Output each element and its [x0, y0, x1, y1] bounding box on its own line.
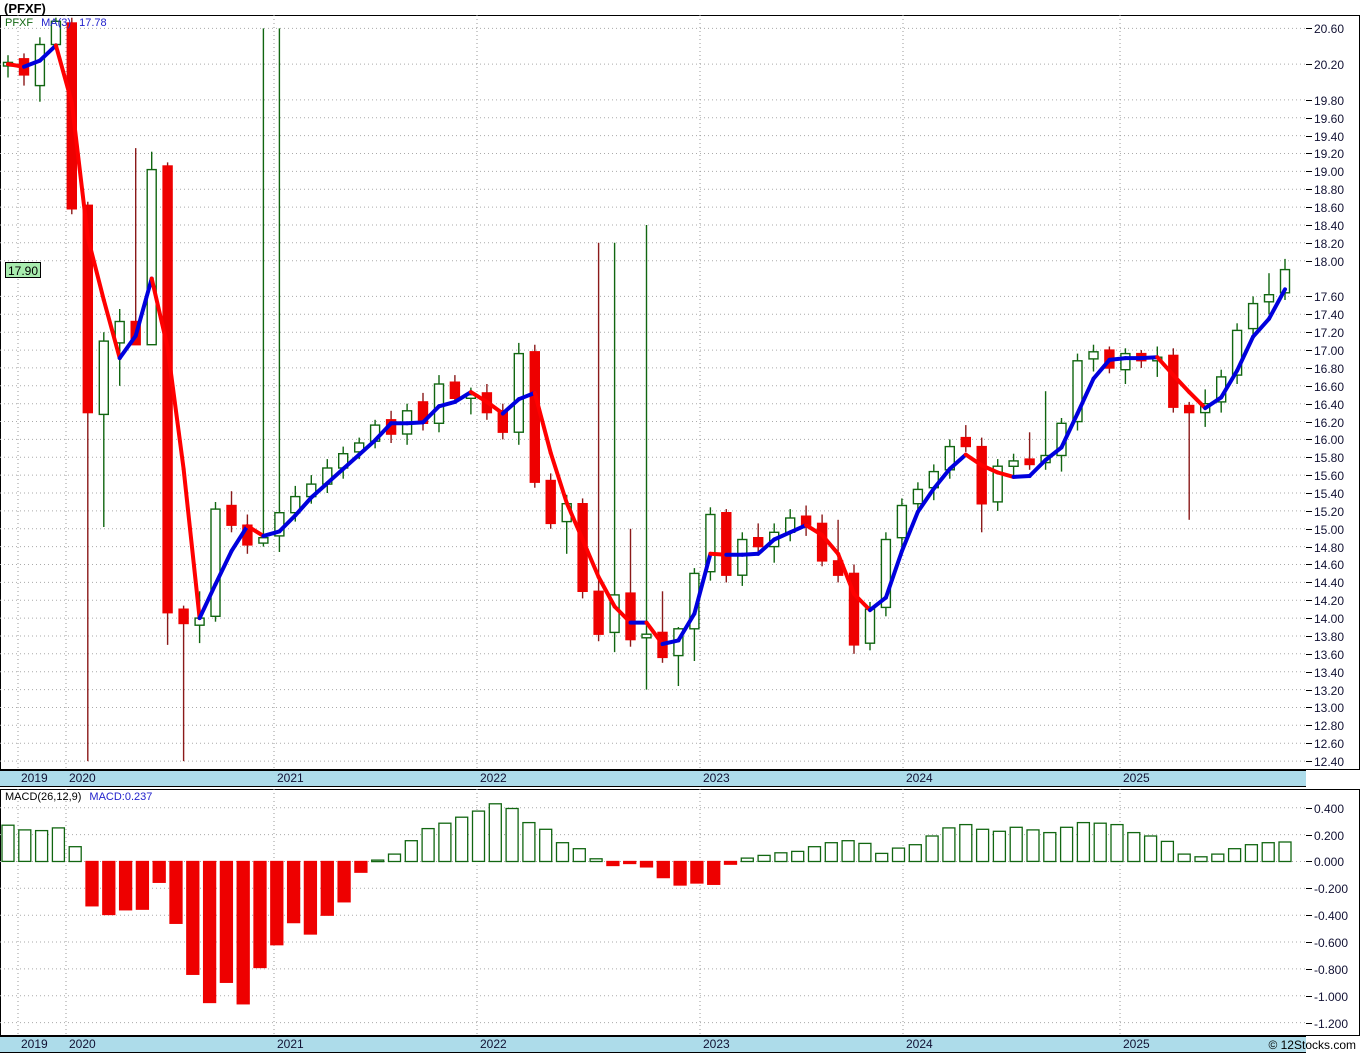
page-title: (PFXF) [4, 1, 46, 16]
price-y-axis: 20.60 20.20 19.80 19.60 19.40 19.20 19.00 18.80… [1306, 15, 1360, 770]
price-plot [0, 15, 1306, 770]
date-axis-label: 2020 [69, 1037, 96, 1051]
date-axis-label: 2023 [703, 771, 730, 785]
date-axis-label: 2025 [1123, 1037, 1150, 1051]
macd-chart-panel [0, 789, 1306, 1036]
date-axis-label: 2019 [21, 1037, 48, 1051]
date-axis-label: 2021 [277, 1037, 304, 1051]
price-legend: PFXF MA(3) 17.78 [5, 17, 107, 29]
macd-value: MACD:0.237 [89, 791, 153, 803]
macd-indicator-label: MACD(26,12,9) [5, 791, 82, 803]
date-axis-label: 2024 [906, 771, 933, 785]
date-axis-label: 2025 [1123, 771, 1150, 785]
legend-ma-label: MA(3) [41, 17, 72, 29]
date-axis-top: 2019 2020 2021 2022 2023 2024 2025 [0, 770, 1306, 787]
date-axis-label: 2021 [277, 771, 304, 785]
copyright-watermark: © 12Stocks.com [1268, 1038, 1356, 1052]
macd-plot [0, 789, 1306, 1036]
date-axis-label: 2020 [69, 771, 96, 785]
date-axis-bottom: 2019 2020 2021 2022 2023 2024 2025 [0, 1036, 1306, 1053]
date-axis-label: 2023 [703, 1037, 730, 1051]
macd-y-axis: 0.400 0.200 0.000 -0.200 -0.400 -0.600 -0.800-… [1306, 789, 1360, 1036]
date-axis-label: 2022 [480, 771, 507, 785]
date-axis-label: 2022 [480, 1037, 507, 1051]
legend-symbol: PFXF [5, 17, 34, 29]
macd-legend: MACD(26,12,9) MACD:0.237 [5, 791, 152, 803]
date-axis-label: 2019 [21, 771, 48, 785]
legend-ma-value: 17.78 [79, 17, 107, 29]
date-axis-label: 2024 [906, 1037, 933, 1051]
current-price-badge: 17.90 [5, 261, 42, 278]
